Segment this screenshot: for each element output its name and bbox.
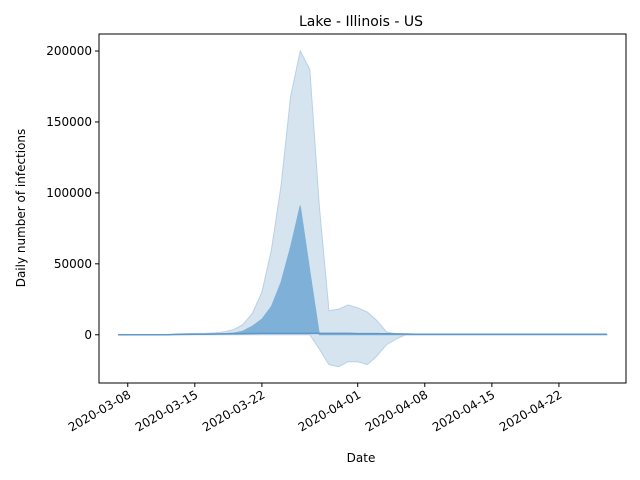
y-tick-label: 100000: [46, 186, 92, 200]
y-tick-label: 50000: [54, 257, 92, 271]
y-tick-label: 200000: [46, 44, 92, 58]
x-tick-label: 2020-03-08: [66, 387, 133, 434]
y-tick-label: 0: [84, 328, 92, 342]
chart-title: Lake - Illinois - US: [299, 14, 423, 30]
x-axis-ticks: 2020-03-08 2020-03-15 2020-03-22 2020-04-01…: [66, 383, 564, 434]
axes-frame: [98, 33, 627, 384]
band-outer-area: [118, 49, 608, 368]
x-tick-label: 2020-04-15: [430, 387, 497, 434]
x-tick-label: 2020-04-08: [363, 387, 430, 434]
x-tick-label: 2020-03-15: [133, 387, 200, 434]
median-line: [118, 332, 607, 336]
y-axis-ticks: 0 50000 100000 150000 200000: [46, 44, 99, 342]
plot-area: [118, 49, 608, 368]
x-tick-label: 2020-04-01: [296, 387, 363, 434]
x-tick-label: 2020-03-22: [200, 387, 267, 434]
x-tick-label: 2020-04-22: [497, 387, 564, 434]
x-axis-label: Date: [347, 451, 376, 465]
y-tick-label: 150000: [46, 115, 92, 129]
y-axis-label: Daily number of infections: [14, 129, 28, 288]
